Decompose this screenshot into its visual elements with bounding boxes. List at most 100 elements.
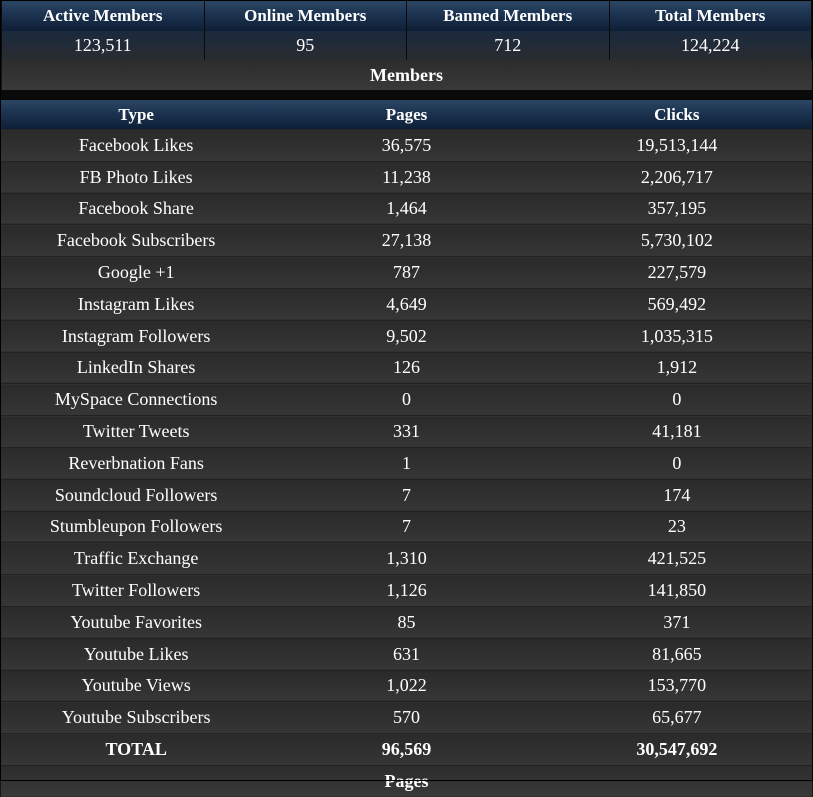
row-type: Youtube Subscribers	[1, 701, 272, 734]
row-type: FB Photo Likes	[1, 160, 272, 194]
table-row: Youtube Favorites 85 371	[1, 605, 812, 639]
row-type: Twitter Tweets	[1, 415, 272, 448]
row-clicks: 421,525	[541, 542, 812, 575]
row-clicks: 23	[541, 510, 812, 543]
row-type: Stumbleupon Followers	[1, 510, 272, 543]
table-row: Youtube Views 1,022 153,770	[1, 669, 812, 702]
total-members-header: Total Members	[608, 1, 812, 31]
row-pages: 1,126	[271, 574, 542, 607]
row-clicks: 0	[541, 383, 812, 416]
table-row: Instagram Likes 4,649 569,492	[1, 287, 812, 321]
row-type: Youtube Likes	[1, 637, 272, 671]
row-pages: 126	[271, 351, 542, 384]
row-clicks: 81,665	[541, 637, 812, 671]
table-row: Youtube Likes 631 81,665	[1, 637, 812, 671]
row-clicks: 153,770	[541, 669, 812, 702]
table-row: Facebook Likes 36,575 19,513,144	[1, 129, 812, 162]
members-header-row: Active Members Online Members Banned Mem…	[1, 1, 812, 31]
row-clicks: 357,195	[541, 192, 812, 225]
row-pages: 9,502	[271, 319, 542, 353]
table-row: Traffic Exchange 1,310 421,525	[1, 542, 812, 575]
row-clicks: 371	[541, 605, 812, 639]
row-type: Soundcloud Followers	[1, 478, 272, 512]
row-type: Twitter Followers	[1, 574, 272, 607]
type-header: Type	[1, 100, 272, 130]
active-members-header: Active Members	[1, 1, 205, 31]
table-row: Twitter Tweets 331 41,181	[1, 415, 812, 448]
table-separator	[0, 90, 813, 100]
members-caption-row: Members	[1, 60, 812, 90]
table-row: Twitter Followers 1,126 141,850	[1, 574, 812, 607]
banned-members-value: 712	[406, 31, 610, 60]
row-type: Facebook Share	[1, 192, 272, 225]
pages-header-row: Type Pages Clicks	[1, 100, 812, 130]
table-row: LinkedIn Shares 126 1,912	[1, 351, 812, 384]
row-clicks: 174	[541, 478, 812, 512]
row-pages: 787	[271, 256, 542, 289]
members-caption: Members	[1, 60, 812, 90]
row-pages: 331	[271, 415, 542, 448]
row-pages: 0	[271, 383, 542, 416]
row-pages: 11,238	[271, 160, 542, 194]
row-clicks: 2,206,717	[541, 160, 812, 194]
table-row: Facebook Share 1,464 357,195	[1, 192, 812, 225]
row-pages: 1,464	[271, 192, 542, 225]
row-type: Youtube Views	[1, 669, 272, 702]
row-clicks: 141,850	[541, 574, 812, 607]
row-type: Reverbnation Fans	[1, 446, 272, 480]
row-type: MySpace Connections	[1, 383, 272, 416]
row-clicks: 569,492	[541, 287, 812, 321]
table-row: MySpace Connections 0 0	[1, 383, 812, 416]
table-row: Google +1 787 227,579	[1, 256, 812, 289]
row-pages: 1,022	[271, 669, 542, 702]
table-row: FB Photo Likes 11,238 2,206,717	[1, 160, 812, 194]
active-members-value: 123,511	[1, 31, 205, 60]
table-row: Reverbnation Fans 1 0	[1, 446, 812, 480]
row-pages: 4,649	[271, 287, 542, 321]
row-clicks: 1,912	[541, 351, 812, 384]
row-type: Google +1	[1, 256, 272, 289]
row-type: Youtube Favorites	[1, 605, 272, 639]
table-row: Stumbleupon Followers 7 23	[1, 510, 812, 543]
row-pages: 27,138	[271, 224, 542, 257]
table-row: Youtube Subscribers 570 65,677	[1, 701, 812, 734]
pages-caption-row: Pages	[1, 764, 812, 797]
row-pages: 36,575	[271, 129, 542, 162]
row-type: Traffic Exchange	[1, 542, 272, 575]
row-clicks: 41,181	[541, 415, 812, 448]
total-label: TOTAL	[1, 733, 272, 766]
total-clicks: 30,547,692	[541, 733, 812, 766]
row-pages: 1,310	[271, 542, 542, 575]
row-pages: 1	[271, 446, 542, 480]
pages-body: Facebook Likes 36,575 19,513,144 FB Photo L…	[1, 129, 812, 734]
row-type: Instagram Likes	[1, 287, 272, 321]
clicks-header: Clicks	[541, 100, 812, 130]
row-clicks: 1,035,315	[541, 319, 812, 353]
row-type: Instagram Followers	[1, 319, 272, 353]
members-values-row: 123,511 95 712 124,224	[1, 31, 812, 60]
row-pages: 85	[271, 605, 542, 639]
row-pages: 7	[271, 510, 542, 543]
row-clicks: 65,677	[541, 701, 812, 734]
pages-table: Type Pages Clicks Facebook Likes 36,575 19…	[1, 100, 812, 797]
row-pages: 570	[271, 701, 542, 734]
row-pages: 631	[271, 637, 542, 671]
online-members-header: Online Members	[203, 1, 407, 31]
row-clicks: 227,579	[541, 256, 812, 289]
pages-caption: Pages	[1, 764, 812, 797]
banned-members-header: Banned Members	[406, 1, 610, 31]
members-table: Active Members Online Members Banned Mem…	[1, 1, 812, 90]
row-pages: 7	[271, 478, 542, 512]
total-members-value: 124,224	[608, 31, 812, 60]
total-row: TOTAL 96,569 30,547,692	[1, 733, 812, 766]
pages-header: Pages	[271, 100, 542, 130]
row-type: Facebook Likes	[1, 129, 272, 162]
total-pages: 96,569	[271, 733, 542, 766]
row-clicks: 19,513,144	[541, 129, 812, 162]
row-type: LinkedIn Shares	[1, 351, 272, 384]
row-type: Facebook Subscribers	[1, 224, 272, 257]
table-row: Instagram Followers 9,502 1,035,315	[1, 319, 812, 353]
table-row: Soundcloud Followers 7 174	[1, 478, 812, 512]
row-clicks: 0	[541, 446, 812, 480]
row-clicks: 5,730,102	[541, 224, 812, 257]
